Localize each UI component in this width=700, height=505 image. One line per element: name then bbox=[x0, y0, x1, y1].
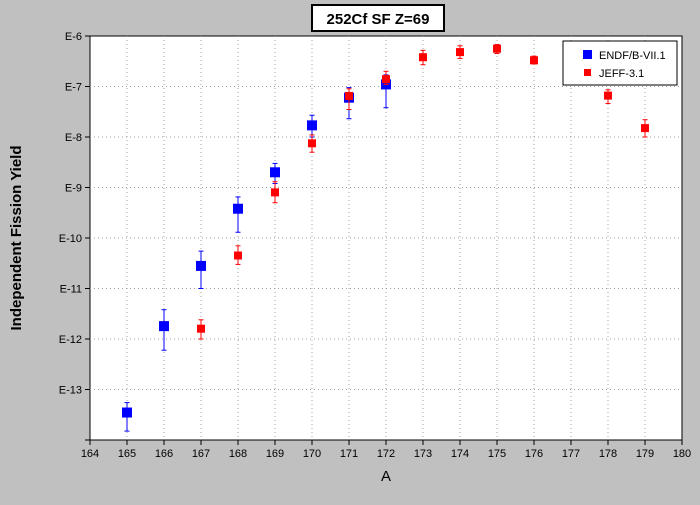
data-point bbox=[604, 91, 612, 100]
data-point bbox=[641, 124, 649, 133]
data-point bbox=[530, 56, 538, 65]
x-tick-label: 168 bbox=[229, 448, 247, 460]
data-point bbox=[270, 167, 280, 178]
x-tick-label: 165 bbox=[118, 448, 136, 460]
x-tick-label: 179 bbox=[636, 448, 654, 460]
x-tick-label: 171 bbox=[340, 448, 358, 460]
data-point bbox=[197, 324, 205, 333]
y-tick-label: E-9 bbox=[65, 183, 82, 195]
x-tick-label: 180 bbox=[673, 448, 691, 460]
legend-label-endf: ENDF/B-VII.1 bbox=[599, 50, 666, 62]
data-point bbox=[493, 44, 501, 53]
data-point bbox=[122, 407, 132, 418]
x-tick-label: 164 bbox=[81, 448, 99, 460]
data-point bbox=[419, 53, 427, 62]
chart-title: 252Cf SF Z=69 bbox=[327, 11, 430, 28]
data-point bbox=[345, 91, 353, 100]
y-tick-label: E-6 bbox=[65, 31, 82, 43]
y-tick-label: E-12 bbox=[59, 334, 82, 346]
x-tick-label: 174 bbox=[451, 448, 469, 460]
x-tick-label: 178 bbox=[599, 448, 617, 460]
x-tick-label: 172 bbox=[377, 448, 395, 460]
data-point bbox=[271, 188, 279, 197]
y-tick-label: E-10 bbox=[59, 233, 82, 245]
x-tick-label: 173 bbox=[414, 448, 432, 460]
x-tick-label: 170 bbox=[303, 448, 321, 460]
data-point bbox=[308, 139, 316, 148]
x-tick-label: 177 bbox=[562, 448, 580, 460]
x-tick-label: 166 bbox=[155, 448, 173, 460]
x-tick-label: 167 bbox=[192, 448, 210, 460]
y-tick-label: E-7 bbox=[65, 82, 82, 94]
data-point bbox=[307, 120, 317, 131]
y-tick-label: E-8 bbox=[65, 132, 82, 144]
chart-title-box: 252Cf SF Z=69 bbox=[311, 4, 445, 32]
x-tick-label: 175 bbox=[488, 448, 506, 460]
axes: 164 165 166 167 168 169 170 171 172 173 174 175 176 1… bbox=[59, 31, 691, 460]
series bbox=[122, 43, 649, 432]
data-point bbox=[456, 48, 464, 57]
data-point bbox=[233, 203, 243, 214]
x-tick-label: 176 bbox=[525, 448, 543, 460]
series-jeff bbox=[197, 43, 649, 340]
data-point bbox=[234, 251, 242, 260]
x-tick-label: 169 bbox=[266, 448, 284, 460]
legend-marker-jeff bbox=[584, 69, 591, 76]
y-axis-label: Independent Fission Yield bbox=[8, 145, 25, 330]
legend-marker-endf bbox=[583, 50, 592, 59]
data-point bbox=[159, 321, 169, 332]
legend-label-jeff: JEFF-3.1 bbox=[599, 68, 644, 80]
data-point bbox=[196, 260, 206, 271]
y-tick-label: E-13 bbox=[59, 385, 82, 397]
grid bbox=[90, 36, 682, 440]
y-tick-label: E-11 bbox=[60, 284, 82, 296]
legend: ENDF/B-VII.1 JEFF-3.1 bbox=[562, 40, 678, 86]
data-point bbox=[382, 75, 390, 84]
x-axis-label: A bbox=[381, 468, 391, 485]
